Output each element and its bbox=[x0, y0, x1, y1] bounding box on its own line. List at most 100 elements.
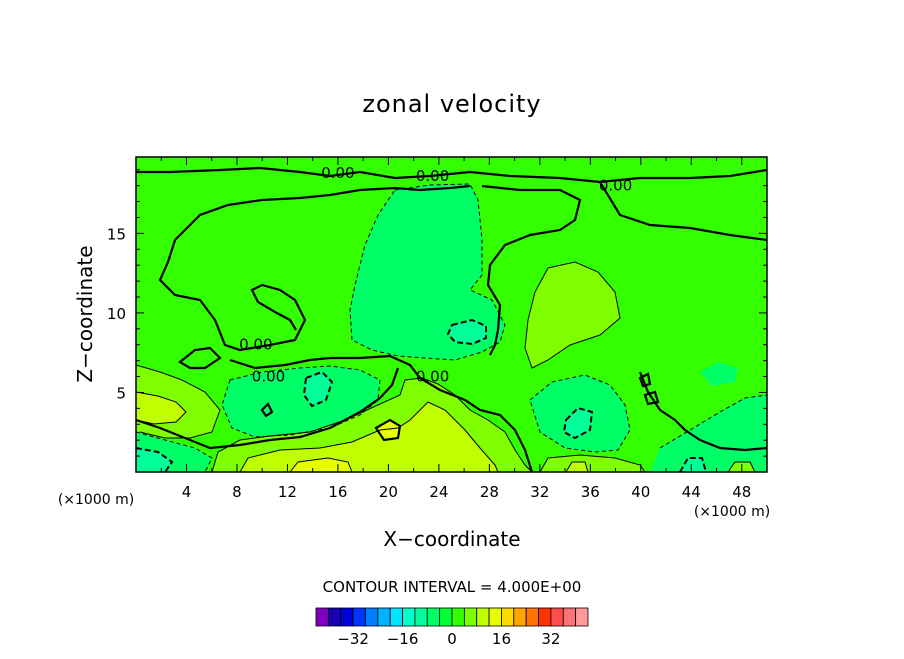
region-negative-central bbox=[350, 184, 505, 360]
colorbar-swatch bbox=[352, 607, 366, 627]
contour-label: 0.00 bbox=[321, 164, 354, 182]
x-tick-label: 28 bbox=[480, 483, 499, 501]
colorbar-swatch bbox=[389, 607, 403, 627]
zero-contour-low bbox=[135, 367, 400, 450]
x-tick-label: 24 bbox=[429, 483, 448, 501]
region-negative-core bbox=[448, 320, 486, 344]
plot-frame bbox=[135, 156, 768, 473]
pos-contour-spot-35 bbox=[565, 461, 589, 473]
pos-contour-bottom bbox=[211, 377, 533, 473]
zero-contour-farright bbox=[638, 371, 768, 452]
colorbar-tick-label: 16 bbox=[492, 630, 511, 648]
y-unit-note: (×1000 m) bbox=[58, 492, 134, 508]
y-tick-label: 5 bbox=[116, 384, 126, 402]
region-negative-bottomleft-core bbox=[136, 448, 172, 472]
pos-contour-bottom-core bbox=[289, 457, 353, 473]
y-tick-label: 15 bbox=[107, 225, 126, 243]
region-positive-bottom-inner bbox=[240, 402, 498, 472]
zero-contour-left bbox=[158, 239, 307, 352]
pos-contour-left bbox=[135, 364, 221, 439]
colorbar-swatch bbox=[488, 607, 502, 627]
region-negative-lowleft-core bbox=[304, 372, 332, 406]
colorbar-swatch bbox=[340, 607, 354, 627]
x-tick-label: 8 bbox=[232, 483, 242, 501]
chart-title: zonal velocity bbox=[362, 90, 541, 118]
x-tick-label: 40 bbox=[631, 483, 650, 501]
colorbar-swatch bbox=[575, 607, 589, 627]
colorbar bbox=[315, 607, 589, 627]
colorbar-swatch bbox=[476, 607, 490, 627]
region-negative-farright bbox=[650, 395, 767, 472]
region-negative-farright-spot bbox=[700, 362, 738, 386]
colorbar-tick-label: −32 bbox=[337, 630, 369, 648]
colorbar-tick-label: 32 bbox=[541, 630, 560, 648]
colorbar-swatch bbox=[501, 607, 515, 627]
x-tick-label: 48 bbox=[732, 483, 751, 501]
x-axis-label: X−coordinate bbox=[383, 527, 520, 551]
colorbar-swatch bbox=[562, 607, 577, 627]
colorbar-labels: −32 −16 0 16 32 bbox=[337, 630, 560, 648]
region-negative-lowleft bbox=[222, 366, 380, 437]
zero-contour-upperright bbox=[481, 184, 582, 356]
x-unit-note: (×1000 m) bbox=[694, 504, 770, 520]
contour-labels: 0.00 0.00 0.00 0.00 0.00 0.00 bbox=[239, 164, 632, 386]
colorbar-swatch bbox=[463, 607, 478, 627]
pos-contour-farright-bottom bbox=[727, 461, 756, 473]
contour-label: 0.00 bbox=[599, 177, 632, 195]
neg-contour-bottomleft bbox=[135, 431, 213, 473]
colorbar-swatch bbox=[538, 607, 552, 627]
region-positive-rightmid bbox=[525, 262, 620, 368]
colorbar-tick-label: −16 bbox=[387, 630, 419, 648]
zero-contour-loop-42 bbox=[643, 390, 660, 406]
region-positive-left-inner bbox=[136, 392, 186, 424]
neg-core-lowleft bbox=[302, 370, 334, 408]
zero-contour-loop-20 bbox=[374, 418, 402, 442]
x-tick-label: 16 bbox=[328, 483, 347, 501]
plot-area: 0.00 0.000.000.000.00 0.00 4 8 12 16 20 24 28 32 3… bbox=[107, 156, 768, 501]
negative-core-contours bbox=[135, 318, 707, 473]
contour-interval: CONTOUR INTERVAL = 4.000E+00 bbox=[323, 578, 582, 596]
pos-contour-rightmid bbox=[524, 261, 621, 369]
colorbar-swatch bbox=[525, 607, 539, 627]
colorbar-swatch bbox=[426, 607, 441, 627]
colorbar-swatch bbox=[439, 607, 453, 627]
contour-label: 0.00 bbox=[239, 336, 272, 354]
neg-core-farright bbox=[679, 457, 707, 473]
neg-core-rightlow bbox=[562, 406, 594, 440]
zero-contour-loop-40 bbox=[638, 372, 652, 388]
colorbar-swatch bbox=[451, 607, 465, 627]
y-tick-label: 10 bbox=[107, 305, 126, 323]
x-axis-ticks: 4 8 12 16 20 24 28 32 36 40 44 48 bbox=[160, 157, 751, 501]
contour-label: 0.00 bbox=[252, 368, 285, 386]
x-tick-label: 12 bbox=[278, 483, 297, 501]
colorbar-swatch bbox=[513, 607, 527, 627]
colorbar-tick-label: 0 bbox=[447, 630, 457, 648]
x-tick-label: 32 bbox=[530, 483, 549, 501]
zero-contour-loop-left bbox=[178, 346, 222, 370]
zero-contour-upperleft bbox=[174, 184, 471, 241]
x-tick-label: 20 bbox=[379, 483, 398, 501]
colorbar-swatch bbox=[327, 607, 342, 627]
neg-contour-central bbox=[349, 183, 506, 361]
y-axis-ticks: 5 10 15 bbox=[107, 169, 767, 457]
y-axis-label: Z−coordinate bbox=[73, 245, 97, 382]
zero-contour-rightmid bbox=[599, 181, 768, 242]
zero-contour-mid bbox=[229, 354, 534, 473]
pos-contour-left-inner bbox=[135, 391, 187, 425]
x-tick-label: 4 bbox=[182, 483, 192, 501]
colorbar-swatch bbox=[377, 607, 391, 627]
neg-contour-farright bbox=[659, 394, 768, 449]
x-tick-label: 36 bbox=[581, 483, 600, 501]
colorbar-swatch bbox=[414, 607, 428, 627]
neg-core-bottomleft bbox=[135, 447, 174, 473]
negative-contours bbox=[135, 183, 768, 473]
contour-label: 0.00 bbox=[416, 368, 449, 386]
region-negative-rightlow-core bbox=[564, 408, 592, 438]
colorbar-swatch bbox=[550, 607, 564, 627]
colorbar-swatch bbox=[365, 607, 379, 627]
colorbar-swatch bbox=[315, 607, 329, 627]
neg-contour-rightlow bbox=[529, 374, 631, 453]
neg-contour-lowleft bbox=[221, 365, 381, 438]
pos-contour-bottom-inner bbox=[239, 401, 499, 473]
